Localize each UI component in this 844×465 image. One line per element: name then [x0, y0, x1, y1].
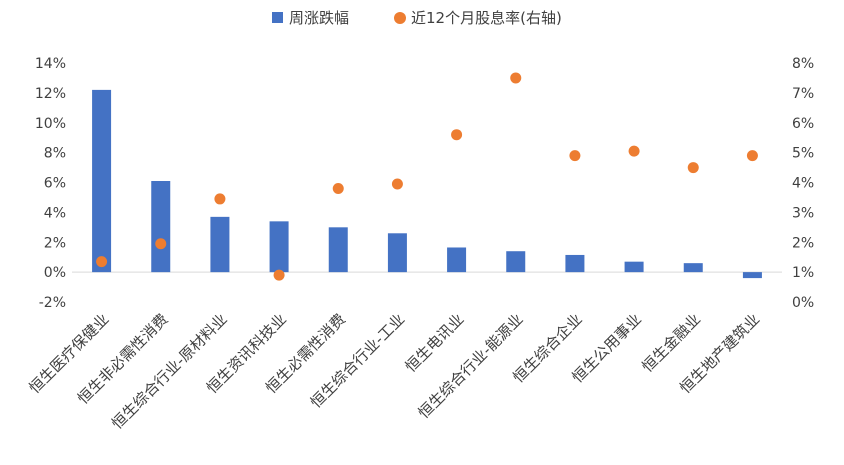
dividend-yield-point — [273, 269, 285, 281]
x-tick-label: 恒生综合行业-原材料业 — [108, 310, 231, 433]
legend: 周涨跌幅 近12个月股息率(右轴) — [272, 9, 562, 27]
dividend-yield-point — [687, 162, 699, 174]
legend-bar-swatch — [272, 12, 283, 23]
bar — [328, 227, 348, 273]
y-left-tick-label: 6% — [44, 176, 66, 192]
y-left-tick-label: 12% — [35, 86, 66, 102]
bar — [565, 254, 585, 273]
y-right-tick-label: 6% — [792, 116, 814, 132]
y-left-tick-label: 0% — [44, 265, 66, 281]
dividend-yield-point — [332, 182, 344, 194]
dividend-yield-point — [451, 129, 463, 141]
y-right-tick-label: 8% — [792, 56, 814, 72]
legend-dot-swatch — [394, 12, 406, 24]
bar-series — [92, 89, 762, 279]
legend-bar-label: 周涨跌幅 — [289, 9, 349, 27]
y-left-tick-label: 4% — [44, 205, 66, 221]
x-tick-label: 恒生综合行业-能源业 — [415, 310, 527, 422]
dividend-yield-series — [96, 72, 758, 281]
y-right-tick-label: 1% — [792, 265, 814, 281]
y-right-tick-label: 5% — [792, 146, 814, 162]
dividend-yield-point — [746, 150, 758, 162]
x-axis: 恒生医疗保健业恒生非必需性消费恒生综合行业-原材料业恒生资讯科技业恒生必需性消费… — [25, 310, 763, 433]
bar — [683, 263, 703, 273]
y-left-tick-label: 10% — [35, 116, 66, 132]
bar — [624, 261, 644, 273]
bar — [447, 247, 467, 273]
y-left-tick-label: 14% — [35, 56, 66, 72]
dividend-yield-point — [510, 72, 522, 84]
bar — [269, 221, 289, 273]
legend-dot-label: 近12个月股息率(右轴) — [411, 9, 562, 27]
y-right-tick-label: 4% — [792, 176, 814, 192]
dividend-yield-point — [214, 193, 226, 205]
y-left-tick-label: 2% — [44, 235, 66, 251]
bar — [210, 216, 230, 273]
dividend-yield-point — [391, 178, 403, 190]
y-axis-left: -2% 0% 2% 4% 6% 8% 10% 12% 14% — [35, 56, 66, 311]
y-right-tick-label: 7% — [792, 86, 814, 102]
y-right-tick-label: 3% — [792, 205, 814, 221]
dividend-yield-point — [569, 150, 581, 162]
bar — [742, 272, 762, 279]
y-left-tick-label: -2% — [39, 295, 66, 311]
bar — [387, 233, 407, 273]
bar — [92, 89, 112, 273]
dividend-yield-point — [96, 256, 108, 268]
y-right-tick-label: 2% — [792, 235, 814, 251]
dividend-yield-point — [155, 238, 167, 250]
y-axis-right: 0% 1% 2% 3% 4% 5% 6% 7% 8% — [792, 56, 814, 311]
bar — [151, 181, 171, 273]
y-right-tick-label: 0% — [792, 295, 814, 311]
bar — [506, 251, 526, 273]
dividend-yield-point — [628, 145, 640, 157]
y-left-tick-label: 8% — [44, 146, 66, 162]
